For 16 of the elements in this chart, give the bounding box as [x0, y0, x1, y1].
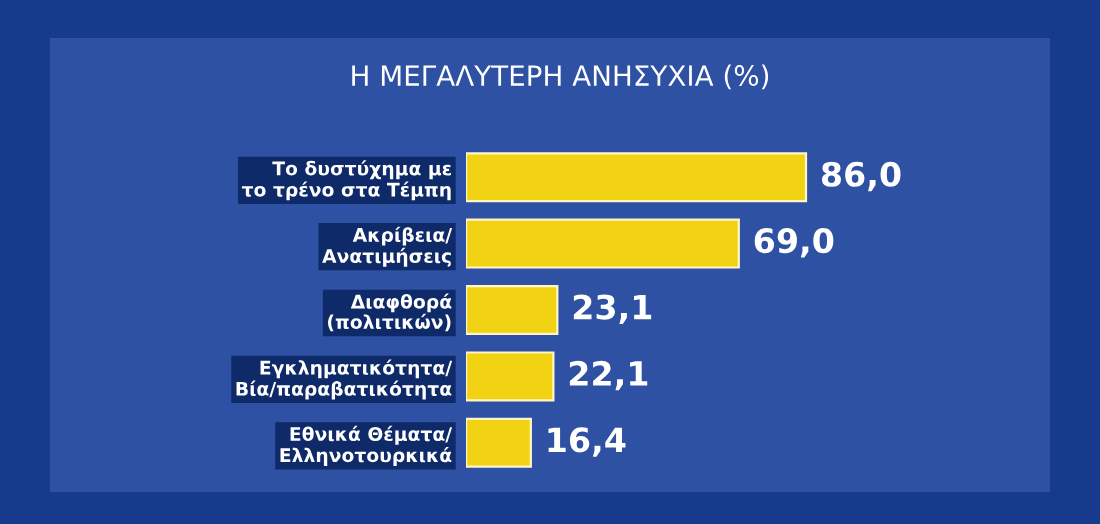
- y-tick-label: Το δυστύχημα με το τρένο στα Τέμπη: [241, 160, 451, 201]
- data-label: 22,1: [569, 360, 648, 391]
- bar: [466, 152, 808, 203]
- bar: [466, 351, 555, 402]
- data-label: 86,0: [821, 161, 901, 192]
- data-label: 69,0: [754, 228, 834, 258]
- bar: [466, 218, 740, 269]
- chart-title: Η ΜΕΓΑΛΥΤΕΡΗ ΑΝΗΣΥΧΙΑ (%): [352, 64, 769, 90]
- data-label: 23,1: [573, 294, 652, 324]
- data-label: 16,4: [548, 427, 626, 457]
- bar: [466, 417, 532, 468]
- y-tick-label: Εθνικά Θέματα/ Ελληνοτουρκικά: [280, 425, 453, 466]
- bar: [466, 284, 559, 336]
- y-tick-label: Εγκληματικότητα/ Βία/παραβατικότητα: [236, 359, 453, 400]
- y-tick-label: Ακρίβεια/ Ανατιμήσεις: [322, 226, 453, 267]
- y-tick-label: Διαφθορά (πολιτικών): [328, 293, 452, 332]
